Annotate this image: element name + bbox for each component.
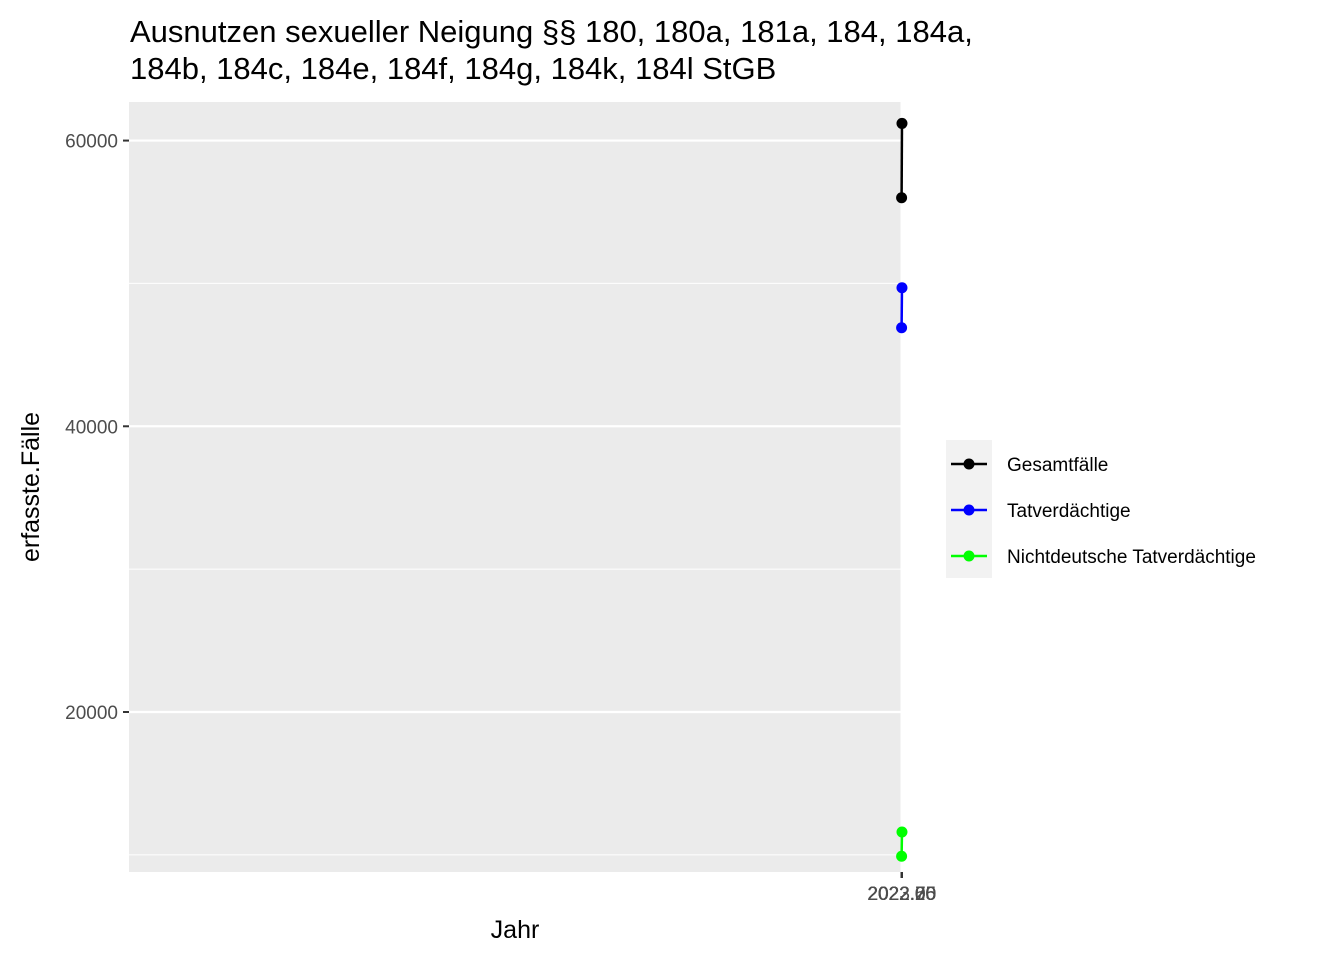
major-gridlines — [129, 102, 904, 872]
chart-title: Ausnutzen sexueller Neigung §§ 180, 180a… — [130, 14, 973, 86]
data-point-2 — [896, 826, 908, 838]
data-point-0 — [896, 192, 908, 204]
data-point-1 — [896, 322, 908, 334]
y-tick-label: 60000 — [65, 132, 118, 153]
y-axis-title: erfasste.Fälle — [17, 412, 45, 562]
x-tick-label: 2022.00 — [867, 884, 936, 905]
legend-label: Tatverdächtige — [1007, 501, 1131, 522]
legend: Gesamtfälle Tatverdächtige Nichtdeutsche T… — [946, 440, 1256, 578]
data-point-0 — [896, 117, 908, 129]
legend-key-point — [963, 504, 975, 516]
x-tick-label: 2022.75 — [868, 884, 937, 905]
y-tick-label: 20000 — [65, 703, 118, 724]
chart-title-line-1: Ausnutzen sexueller Neigung §§ 180, 180a… — [130, 14, 973, 49]
legend-key-point — [963, 550, 975, 562]
plot-panel — [129, 102, 902, 872]
legend-label: Gesamtfälle — [1007, 455, 1108, 476]
legend-label: Nichtdeutsche Tatverdächtige — [1007, 547, 1256, 568]
x-tick-label: 2022.50 — [867, 884, 936, 905]
y-tick-label: 40000 — [65, 417, 118, 438]
data-point-1 — [896, 282, 908, 294]
series-layer — [896, 117, 908, 862]
x-tick-label: 2023.00 — [868, 884, 937, 905]
legend-key-point — [963, 458, 975, 470]
x-axis-title: Jahr — [491, 916, 540, 944]
chart-title-line-2: 184b, 184c, 184e, 184f, 184g, 184k, 184l… — [130, 51, 776, 86]
data-point-2 — [896, 850, 908, 862]
x-tick-label: 2022.25 — [867, 884, 936, 905]
axis-ticks — [123, 139, 903, 878]
